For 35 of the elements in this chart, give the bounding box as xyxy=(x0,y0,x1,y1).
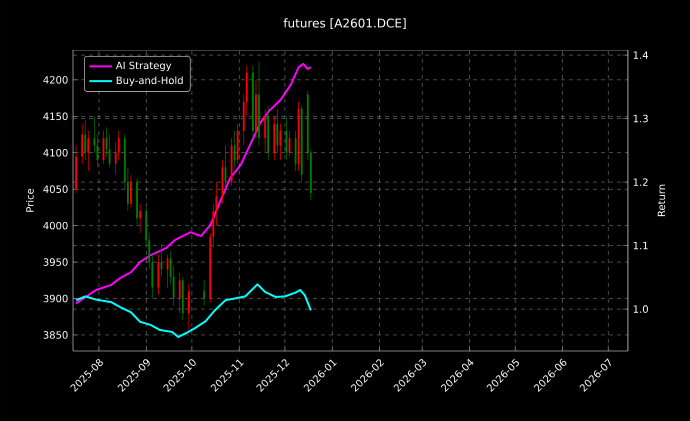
y-tick-label: 4100 xyxy=(43,148,68,157)
y2-tick-label: 1.0 xyxy=(634,305,648,313)
line-series xyxy=(75,283,312,338)
candlestick xyxy=(288,130,290,157)
y-tick-label: 4200 xyxy=(43,76,68,84)
candlestick xyxy=(286,116,288,160)
candlestick xyxy=(264,108,266,154)
candlestick xyxy=(234,130,236,168)
candlestick xyxy=(139,203,142,234)
y2-tick-label: 1.3 xyxy=(634,114,648,122)
y-tick-label: 3900 xyxy=(44,294,68,302)
candlestick xyxy=(160,244,162,277)
candlestick xyxy=(188,284,190,332)
y-tick-label: 4000 xyxy=(43,222,68,230)
y2-tick-label: 1.1 xyxy=(634,242,648,250)
y-tick-label: 4150 xyxy=(43,112,68,120)
candlestick xyxy=(102,130,104,164)
candlestick xyxy=(81,123,84,164)
candlestick xyxy=(166,254,168,288)
y2-axis-title: Return xyxy=(658,184,666,216)
candlestick xyxy=(279,123,282,160)
line-series xyxy=(75,62,312,304)
y-tick-label: 4050 xyxy=(43,185,68,193)
candlestick xyxy=(224,145,226,190)
y-axis-title: Price xyxy=(26,188,34,212)
y2-tick-label: 1.2 xyxy=(634,178,648,186)
y-tick-label: 3850 xyxy=(44,331,68,339)
y2-tick-label: 1.4 xyxy=(634,51,648,59)
candlestick xyxy=(96,134,98,168)
legend-label: Buy-and-Hold xyxy=(116,76,183,86)
y-tick-label: 3950 xyxy=(44,258,68,266)
legend-label: AI Strategy xyxy=(116,62,172,72)
candlestick xyxy=(130,174,132,208)
candlestick xyxy=(203,280,206,306)
chart-title: futures [A2601.DCE] xyxy=(284,18,406,30)
